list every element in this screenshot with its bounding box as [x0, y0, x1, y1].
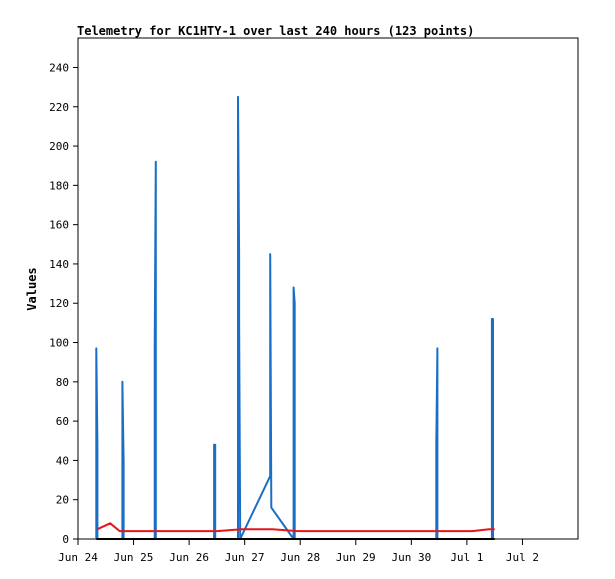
y-tick-label: 240: [49, 61, 69, 74]
x-tick-label: Jun 30: [391, 551, 431, 564]
x-tick-label: Jun 29: [336, 551, 376, 564]
y-tick-label: 180: [49, 179, 69, 192]
y-tick-label: 60: [56, 415, 69, 428]
x-tick-label: Jun 27: [225, 551, 265, 564]
y-tick-label: 160: [49, 219, 69, 232]
y-tick-label: 200: [49, 140, 69, 153]
series-layer: [95, 95, 495, 540]
y-tick-label: 20: [56, 494, 69, 507]
x-tick-label: Jun 25: [114, 551, 154, 564]
y-tick-label: 0: [62, 533, 69, 546]
x-axis: Jun 24 Jun 25 Jun 26 Jun 27 Jun 28 Jun 29 Jun …: [58, 539, 539, 564]
y-axis: 0 20 40 60 80 100 120 140 160 180 200 220 240: [49, 61, 78, 546]
y-tick-label: 80: [56, 376, 69, 389]
x-tick-label: Jun 24: [58, 551, 98, 564]
y-tick-label: 40: [56, 454, 69, 467]
x-tick-label: Jun 28: [280, 551, 320, 564]
y-axis-label: Values: [25, 267, 39, 310]
x-tick-label: Jul 2: [506, 551, 539, 564]
plot-frame: [77, 37, 579, 540]
chart-title: Telemetry for KC1HTY-1 over last 240 hou…: [77, 24, 474, 38]
series-line: [95, 95, 494, 540]
y-tick-label: 120: [49, 297, 69, 310]
y-tick-label: 100: [49, 337, 69, 350]
x-tick-label: Jun 26: [169, 551, 209, 564]
x-tick-label: Jul 1: [450, 551, 483, 564]
y-tick-label: 140: [49, 258, 69, 271]
series-line: [96, 522, 495, 533]
y-tick-label: 220: [49, 101, 69, 114]
